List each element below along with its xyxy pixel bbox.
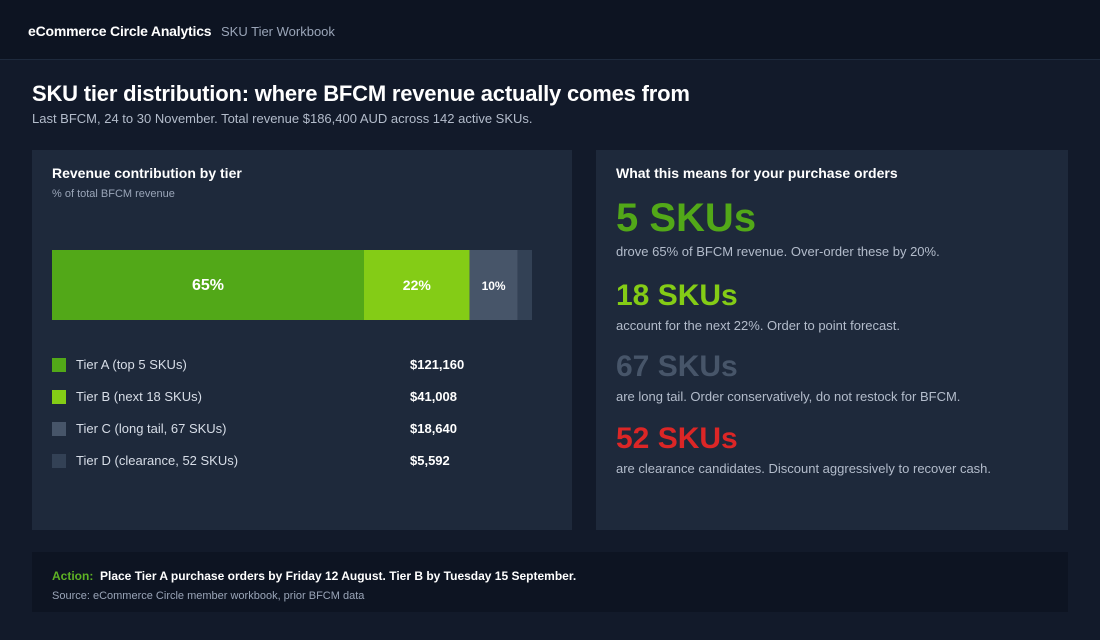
legend-value-0: $121,160 (410, 357, 465, 372)
page-subtitle: Last BFCM, 24 to 30 November. Total reve… (32, 111, 533, 126)
insight-text-0: drove 65% of BFCM revenue. Over-order th… (616, 244, 940, 259)
legend-label-0: Tier A (top 5 SKUs) (76, 357, 187, 372)
app-brand: eCommerce Circle Analytics (28, 23, 212, 39)
legend-swatch-3 (52, 454, 66, 468)
insight-text-3: are clearance candidates. Discount aggre… (616, 461, 992, 476)
page-title: SKU tier distribution: where BFCM revenu… (32, 81, 690, 106)
bar-segment-3 (517, 250, 532, 320)
insights-title: What this means for your purchase orders (616, 165, 898, 181)
revenue-contribution-panel: Revenue contribution by tier % of total … (32, 150, 572, 530)
top-bar: eCommerce Circle Analytics SKU Tier Work… (0, 0, 1100, 60)
legend-label-3: Tier D (clearance, 52 SKUs) (76, 453, 239, 468)
chart-title: Revenue contribution by tier (52, 165, 242, 181)
action-text: Place Tier A purchase orders by Friday 1… (100, 569, 577, 583)
insight-text-1: account for the next 22%. Order to point… (616, 318, 900, 333)
legend-item-2: Tier C (long tail, 67 SKUs) $18,640 (52, 419, 472, 439)
stacked-bar-chart: 65% 22% 10% (52, 250, 532, 320)
action-footer: Action: Place Tier A purchase orders by … (32, 552, 1068, 612)
insight-big-2: 67 SKUs (616, 350, 738, 383)
bar-label-1: 22% (403, 277, 432, 293)
bar-segment-2 (469, 250, 518, 320)
bar-segment-1 (364, 250, 470, 320)
legend-swatch-0 (52, 358, 66, 372)
legend-item-3: Tier D (clearance, 52 SKUs) $5,592 (52, 451, 472, 471)
bar-label-0: 65% (192, 277, 224, 294)
legend-value-1: $41,008 (410, 389, 457, 404)
legend-item-1: Tier B (next 18 SKUs) $41,008 (52, 387, 472, 407)
legend-value-3: $5,592 (410, 453, 450, 468)
legend-label-1: Tier B (next 18 SKUs) (76, 389, 202, 404)
chart-subtitle: % of total BFCM revenue (52, 188, 175, 200)
legend-label-2: Tier C (long tail, 67 SKUs) (76, 421, 227, 436)
legend-swatch-1 (52, 390, 66, 404)
bar-label-2: 10% (482, 279, 506, 293)
legend-item-0: Tier A (top 5 SKUs) $121,160 (52, 355, 472, 375)
purchase-orders-panel: What this means for your purchase orders… (596, 150, 1068, 530)
insight-text-2: are long tail. Order conservatively, do … (616, 389, 961, 404)
action-label: Action: (52, 569, 94, 583)
insight-big-3: 52 SKUs (616, 422, 738, 455)
legend-value-2: $18,640 (410, 421, 457, 436)
source-note: Source: eCommerce Circle member workbook… (52, 590, 365, 602)
legend-swatch-2 (52, 422, 66, 436)
insight-big-1: 18 SKUs (616, 279, 738, 312)
bar-segment-0 (52, 250, 364, 320)
insight-big-0: 5 SKUs (616, 196, 757, 240)
workbook-name: SKU Tier Workbook (221, 24, 335, 39)
